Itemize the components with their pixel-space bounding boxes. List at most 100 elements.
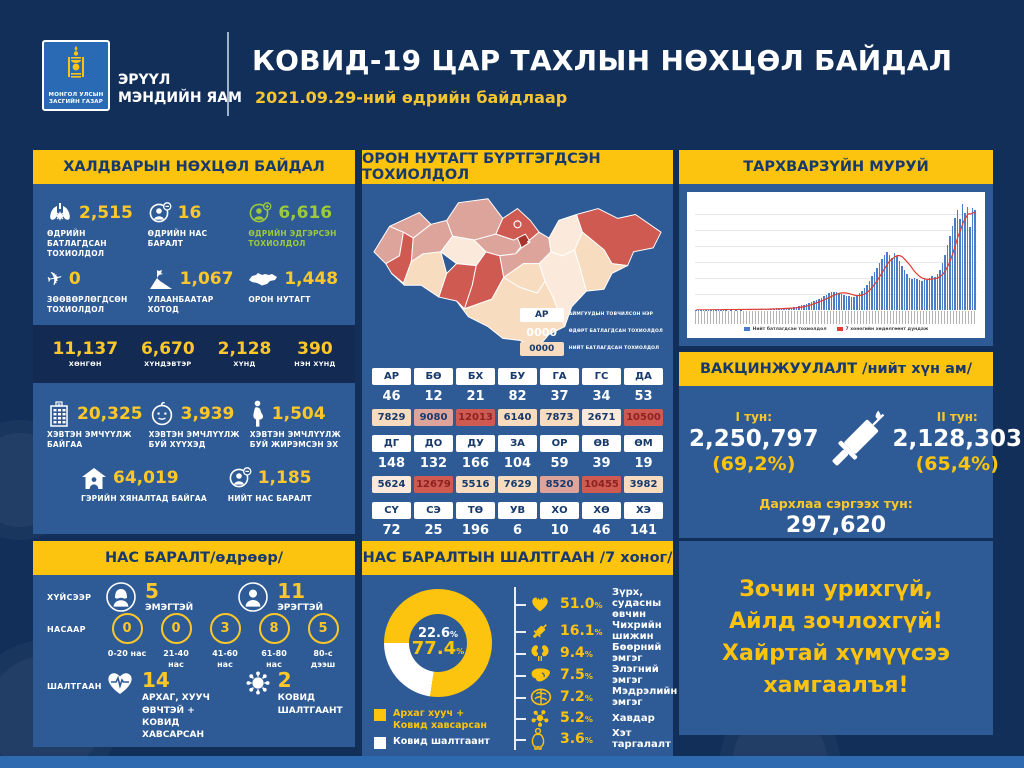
row-label-cause: ШАЛТГААН bbox=[47, 682, 102, 692]
case-bar bbox=[868, 280, 871, 310]
stat-top: 64,019 bbox=[81, 465, 222, 491]
hospital-icon: Н bbox=[47, 401, 71, 427]
case-bar bbox=[845, 295, 848, 310]
case-bar bbox=[848, 296, 850, 310]
age-circle: 5 bbox=[307, 613, 339, 644]
message-line: Хайртай хүмүүсээ bbox=[722, 641, 950, 666]
stat-top: 1,448 bbox=[248, 266, 343, 292]
legend-text: Ковид шалтгаант bbox=[393, 735, 490, 747]
hospital-stat: 3,939 ХЭВТЭН ЭМЧЛҮҮЛЖ БУЙ ХҮҮХЭД bbox=[149, 401, 244, 450]
panel-header: ХАЛДВАРЫН НӨХЦӨЛ БАЙДАЛ bbox=[33, 150, 355, 184]
aimag-code: ДУ bbox=[456, 435, 495, 452]
death-cause-texts: 2 КОВИД ШАЛТГААНТ bbox=[278, 670, 345, 716]
dose2-percent: (65,4%) bbox=[915, 452, 999, 475]
aimag-total-cases: 5516 bbox=[456, 476, 495, 493]
stat-top: 3,939 bbox=[149, 401, 244, 427]
case-bar bbox=[916, 278, 918, 310]
severity-stat: 390 НЭН ХҮНД bbox=[294, 339, 335, 368]
case-bar bbox=[815, 299, 818, 310]
case-bar bbox=[969, 227, 971, 310]
age-circle: 0 bbox=[111, 613, 143, 644]
severity-label: ХҮНД bbox=[233, 360, 256, 369]
case-bar bbox=[966, 206, 969, 310]
aimag-total-cases: 10500 bbox=[624, 409, 663, 426]
aimag-code: ДА bbox=[624, 368, 663, 385]
comorbidity-percent: 9.4% bbox=[560, 645, 593, 661]
person-plus-icon bbox=[248, 201, 272, 225]
lungs-virus-icon bbox=[47, 202, 73, 224]
aimag-code: ДГ bbox=[372, 435, 411, 452]
case-bar bbox=[921, 280, 923, 310]
hospital-stats-row1: Н 20,325 ХЭВТЭН ЭМЧҮҮЛЖ БАЙГАА 3,939 ХЭВТЭН … bbox=[33, 383, 355, 454]
comorbidity-label: Мэдрэлийн эмгэг bbox=[612, 686, 678, 708]
comorbidity-item: 7.5% Элэгний эмгэг bbox=[515, 664, 677, 686]
case-bar bbox=[949, 235, 951, 310]
case-bar bbox=[800, 305, 803, 310]
case-bar bbox=[795, 306, 798, 310]
daily-stat: 1,448 ОРОН НУТАГТ bbox=[248, 266, 343, 315]
gender-label: ЭМЭГТЭЙ bbox=[145, 603, 194, 613]
case-bar bbox=[931, 275, 933, 310]
aimag-code: ХО bbox=[540, 502, 579, 519]
comorbidity-item: 9.4% Бөөрний эмгэг bbox=[515, 642, 677, 664]
comorbidity-percent: 51.0% bbox=[560, 595, 603, 612]
case-bar bbox=[850, 297, 853, 310]
case-bar bbox=[878, 263, 881, 310]
death-cause-stats: 14 АРХАГ, ХУУЧ ӨВЧТЭЙ + КОВИД ХАВСАРСАН 2 К… bbox=[105, 670, 345, 741]
death-cause-value: 14 bbox=[142, 668, 170, 693]
aimag-code: ГС bbox=[582, 368, 621, 385]
case-bar bbox=[853, 296, 855, 310]
age-circle: 0 bbox=[160, 613, 192, 644]
aimag-code: ХЭ bbox=[624, 502, 663, 519]
case-bar bbox=[893, 253, 896, 310]
gender-texts: 11 ЭРЭГТЭЙ bbox=[277, 581, 323, 613]
header-divider bbox=[227, 32, 229, 116]
stat-label: УЛААНБААТАР ХОТОД bbox=[147, 295, 214, 314]
stat-top: 2,515 bbox=[47, 200, 142, 226]
donut-legend-item: Ковид шалтгаант bbox=[374, 736, 502, 749]
dose1-label: I тун: bbox=[735, 409, 772, 424]
case-bar bbox=[856, 295, 858, 310]
heart-pulse-icon bbox=[105, 670, 135, 696]
case-bar bbox=[828, 293, 830, 310]
case-bar bbox=[813, 300, 815, 310]
age-label: 0-20 нас bbox=[107, 649, 147, 658]
case-bar bbox=[838, 292, 840, 310]
daily-stat: 16 ӨДРИЙН НАС БАРАЛТ bbox=[148, 200, 243, 258]
stat-value: 20,325 bbox=[77, 403, 143, 424]
hospital-stats-row2: 64,019 ГЭРИЙН ХЯНАЛТАД БАЙГАА 1,185 НИЙТ НА… bbox=[33, 453, 355, 508]
legend-swatch bbox=[374, 709, 386, 721]
daily-stat: 1,067 УЛААНБААТАР ХОТОД bbox=[148, 266, 243, 315]
case-bar bbox=[908, 277, 911, 310]
hospital-stat: Н 20,325 ХЭВТЭН ЭМЧҮҮЛЖ БАЙГАА bbox=[47, 401, 143, 450]
gender-label: ЭРЭГТЭЙ bbox=[277, 603, 324, 613]
case-bar bbox=[858, 293, 861, 310]
aimag-total-cases: 12679 bbox=[414, 476, 453, 493]
stat-value: 0 bbox=[68, 269, 81, 290]
dose1-percent: (69,2%) bbox=[712, 452, 796, 475]
aimag-total-cases: 8520 bbox=[540, 476, 579, 493]
map-legend-label: ӨДӨРТ БАТЛАГДСАН ТОХИОЛДОЛ bbox=[568, 329, 663, 335]
case-bar bbox=[901, 265, 903, 310]
age-label: 41-60 нас bbox=[212, 649, 238, 670]
stat-label: ӨДРИЙН БАТЛАГДСАН ТОХИОЛДОЛ bbox=[47, 229, 107, 258]
aimag-daily-cases: 59 bbox=[550, 456, 569, 471]
donut-legend: Архаг хууч + Ковид хавсарсан Ковид шалтга… bbox=[374, 705, 502, 752]
heart-icon bbox=[530, 595, 552, 613]
virus-icon bbox=[245, 670, 271, 696]
case-bar bbox=[946, 245, 949, 310]
aimag-daily-cases: 12 bbox=[424, 389, 443, 404]
stat-top: 1,504 bbox=[250, 400, 345, 427]
aimag-daily-cases: 148 bbox=[377, 456, 406, 471]
chart-legend-item: 7 хоногийн хөдөлгөөнт дундаж bbox=[836, 327, 928, 332]
death-cause-stat: 2 КОВИД ШАЛТГААНТ bbox=[245, 670, 345, 741]
stat-label: ӨДРИЙН ЭДГЭРСЭН ТОХИОЛДОЛ bbox=[248, 229, 337, 248]
aimag-daily-cases: 21 bbox=[466, 389, 485, 404]
dose2-label: II тун: bbox=[936, 409, 978, 424]
severity-value: 2,128 bbox=[217, 339, 272, 360]
case-bar bbox=[805, 303, 808, 310]
aimag-total-cases: 6140 bbox=[498, 409, 537, 426]
capital-outline-icon bbox=[513, 220, 522, 229]
aimag-code: БУ bbox=[498, 368, 537, 385]
aimag-total-cases: 5624 bbox=[372, 476, 411, 493]
